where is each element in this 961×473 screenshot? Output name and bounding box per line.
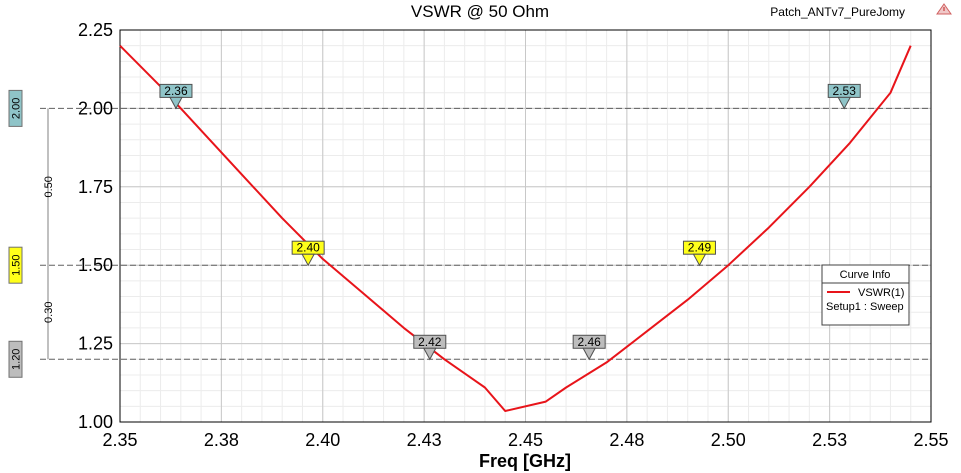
marker-pointer — [837, 96, 852, 110]
x-axis-label: Freq [GHz] — [479, 451, 571, 471]
side-delta-label: 0.30 — [43, 302, 55, 323]
data-series — [119, 44, 912, 412]
side-delta-label: 0.50 — [43, 176, 55, 197]
x-tick-label: 2.55 — [913, 430, 948, 450]
side-marker-box[interactable] — [8, 340, 23, 378]
y-tick-label: 1.50 — [78, 255, 113, 275]
x-tick-label: 2.43 — [407, 430, 442, 450]
y-ticks: 1.00 1.25 1.50 1.75 2.00 2.25 — [78, 20, 113, 432]
ref-lines — [40, 107, 931, 360]
series-line-vswr — [119, 44, 912, 412]
x-tick-label: 2.48 — [609, 430, 644, 450]
y-tick-label: 2.25 — [78, 20, 113, 40]
marker-pointer — [422, 347, 437, 361]
legend-sub: Setup1 : Sweep — [826, 301, 904, 313]
freq-marker[interactable]: 2.42 — [413, 334, 447, 361]
side-marker-label: 1.50 — [11, 254, 23, 275]
x-tick-label: 2.50 — [711, 430, 746, 450]
marker-label: 2.46 — [577, 335, 601, 349]
x-tick-label: 2.40 — [305, 430, 340, 450]
y-tick-label: 2.00 — [78, 98, 113, 118]
y-tick-label: 1.25 — [78, 334, 113, 354]
grid — [119, 29, 932, 423]
freq-marker[interactable]: 2.40 — [291, 240, 325, 267]
side-marker-label: 1.20 — [11, 349, 23, 370]
side-marker-box[interactable] — [8, 246, 23, 284]
x-tick-label: 2.45 — [508, 430, 543, 450]
warning-icon — [936, 3, 952, 15]
marker-label: 2.36 — [164, 84, 188, 98]
marker-label: 2.53 — [833, 84, 857, 98]
x-tick-label: 2.35 — [102, 430, 137, 450]
marker-pointer — [582, 347, 597, 361]
freq-marker[interactable]: 2.36 — [159, 83, 193, 110]
legend-title: Curve Info — [840, 269, 891, 281]
x-tick-label: 2.53 — [812, 430, 847, 450]
side-marker-box[interactable] — [8, 89, 23, 127]
x-tick-label: 2.38 — [204, 430, 239, 450]
plot-area — [119, 29, 932, 423]
marker-pointer — [301, 253, 315, 267]
legend-box[interactable]: Curve Info VSWR(1) Setup1 : Sweep — [821, 264, 910, 326]
y-tick-label: 1.75 — [78, 177, 113, 197]
legend-entry: VSWR(1) — [858, 287, 904, 299]
chart-title: VSWR @ 50 Ohm — [411, 2, 549, 21]
marker-label: 2.49 — [688, 241, 712, 255]
freq-marker[interactable]: 2.53 — [827, 83, 861, 110]
marker-pointer — [169, 96, 183, 110]
freq-markers: 2.36 2.40 2.42 2.46 2.49 2.53 — [159, 83, 861, 361]
marker-pointer — [692, 253, 707, 267]
side-marker-label: 2.00 — [11, 98, 23, 119]
freq-marker[interactable]: 2.49 — [682, 240, 716, 267]
y-tick-label: 1.00 — [78, 412, 113, 432]
side-markers: 2.00 1.50 1.20 0.50 0.30 — [8, 89, 55, 378]
x-ticks: 2.35 2.38 2.40 2.43 2.45 2.48 2.50 2.53 2.55 — [102, 430, 948, 450]
marker-label: 2.42 — [418, 335, 442, 349]
marker-label: 2.40 — [296, 241, 320, 255]
freq-marker[interactable]: 2.46 — [572, 334, 606, 361]
project-name: Patch_ANTv7_PureJomy — [770, 5, 905, 19]
